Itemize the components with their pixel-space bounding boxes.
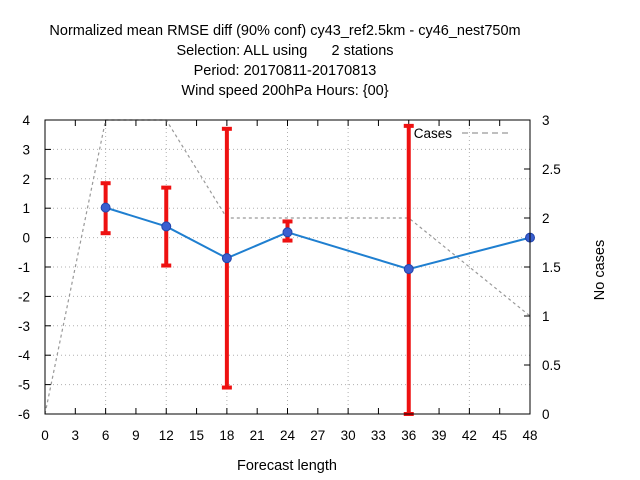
plot-frame [44,119,531,415]
legend: Cases [414,126,512,141]
x-tick-label: 18 [219,428,234,443]
x-tick-label: 24 [280,428,296,443]
error-bars [100,123,414,416]
chart-title: Normalized mean RMSE diff (90% conf) cy4… [49,23,520,99]
x-tick-label: 0 [41,428,49,443]
x-tick-label: 42 [462,428,477,443]
x-tick-label: 15 [189,428,204,443]
y-tick-label: 2 [22,172,30,187]
x-tick-label: 9 [132,428,140,443]
ticks: 0 3 6 9 12 15 18 21 24 27 30 33 36 39 42 45 4843210-1-2-… [18,113,561,443]
title-line-3: Period: 20170811-20170813 [194,63,377,79]
mean-point [221,253,232,264]
mean-point [282,227,293,238]
x-tick-label: 3 [72,428,80,443]
x-tick-label: 39 [432,428,447,443]
mean-line [105,206,531,271]
mean-point [403,264,414,275]
y-tick-label: -5 [18,378,30,393]
y2-tick-label: 3 [542,113,550,128]
title-line-1: Normalized mean RMSE diff (90% conf) cy4… [49,23,520,39]
mean-point [161,221,172,232]
y-tick-label: -6 [18,407,30,422]
x-tick-label: 36 [401,428,416,443]
y-tick-label: 4 [22,113,30,128]
y2-tick-label: 1 [542,309,550,324]
x-axis-label: Forecast length [237,458,337,474]
x-tick-label: 30 [341,428,356,443]
legend-label: Cases [414,126,453,141]
x-tick-label: 27 [310,428,325,443]
x-tick-label: 6 [102,428,110,443]
x-tick-label: 21 [250,428,265,443]
y-tick-label: -4 [18,348,30,363]
y-tick-label: 1 [22,201,30,216]
y-tick-label: -1 [18,260,30,275]
title-line-2: Selection: ALL using 2 stations [176,43,393,59]
y2-tick-label: 0.5 [542,358,561,373]
title-line-4: Wind speed 200hPa Hours: {00} [181,83,388,99]
mean-series [100,202,535,275]
y-tick-label: -2 [18,289,30,304]
x-tick-label: 45 [492,428,507,443]
y-tick-label: 3 [22,142,30,157]
y2-axis-label: No cases [592,240,608,300]
y2-tick-label: 2 [542,211,550,226]
mean-point [100,202,111,213]
grid [45,120,530,414]
x-tick-label: 33 [371,428,386,443]
y2-tick-label: 1.5 [542,260,561,275]
x-tick-label: 48 [522,428,537,443]
y2-tick-label: 2.5 [542,162,561,177]
y2-tick-label: 0 [542,407,550,422]
y-tick-label: -3 [18,319,30,334]
y-tick-label: 0 [22,231,30,246]
x-tick-label: 12 [159,428,174,443]
